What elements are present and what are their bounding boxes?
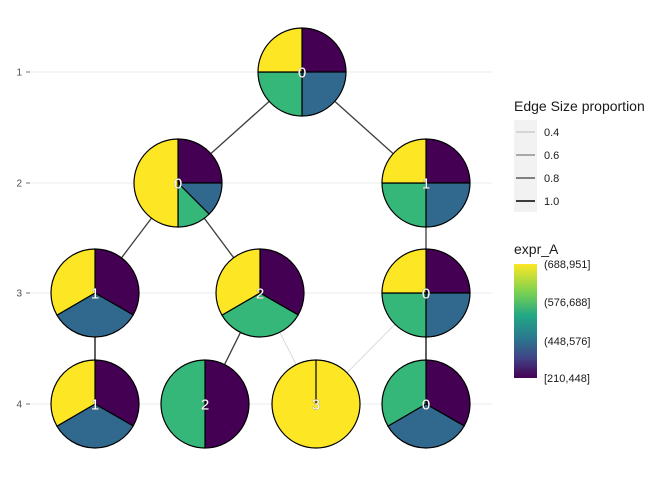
node-label: 1 (422, 176, 430, 193)
gridlines (30, 71, 492, 405)
node-label: 3 (312, 397, 320, 414)
pie-slice (204, 359, 250, 449)
y-tick-label: 4 (16, 400, 22, 411)
y-tick-label: 3 (16, 289, 22, 300)
y-axis: 1 2 3 4 (16, 68, 30, 411)
pie-slice (94, 359, 140, 427)
pie-slice (259, 248, 305, 316)
pie-node: 0 (381, 248, 471, 338)
node-label: 2 (201, 397, 209, 414)
node-label: 0 (298, 65, 306, 82)
pie-slice (381, 248, 427, 294)
pie-slice (50, 248, 96, 316)
pie-slice (56, 403, 134, 449)
edge-size-legend: Edge Size proportion 0.4 0.6 0.8 1.0 (514, 98, 645, 212)
node-label: 1 (91, 397, 99, 414)
pie-slice (381, 292, 427, 338)
pie-slice (221, 292, 299, 338)
pie-slice (301, 71, 347, 117)
fill-legend-label: (688,951] (544, 259, 590, 271)
pie-node: 0 (133, 138, 223, 228)
pie-slice (425, 248, 471, 294)
y-tick-label: 2 (16, 179, 22, 190)
fill-legend-label: (576,688] (544, 297, 590, 309)
pie-slice (160, 359, 206, 449)
pie-slice (381, 359, 427, 427)
pie-node: 1 (381, 138, 471, 228)
pie-slice (301, 27, 347, 73)
node-label: 1 (91, 286, 99, 303)
pie-node: 1 (50, 248, 140, 338)
pie-node: 1 (50, 359, 140, 449)
pie-slice (50, 359, 96, 427)
pie-slice (257, 27, 303, 73)
node-label: 2 (256, 286, 264, 303)
nodes: 0 0 1 1 2 0 1 2 3 0 (50, 27, 471, 449)
pie-node: 3 (271, 359, 361, 449)
pie-slice (425, 292, 471, 338)
edge-legend-label: 0.8 (544, 173, 559, 185)
pie-slice (133, 138, 179, 228)
pie-node: 2 (160, 359, 250, 449)
pie-node: 2 (215, 248, 305, 338)
pie-slice (177, 138, 223, 184)
y-tick-label: 1 (16, 68, 22, 79)
pie-slice (257, 71, 303, 117)
pie-slice (425, 182, 471, 228)
pie-node: 0 (257, 27, 347, 117)
pie-node: 0 (381, 359, 471, 449)
node-label: 0 (422, 286, 430, 303)
fill-legend: expr_A (688,951] (576,688] (448,576] [210,4… (514, 241, 590, 385)
edge-legend-label: 1.0 (544, 196, 559, 208)
pie-slice (56, 292, 134, 338)
node-label: 0 (422, 397, 430, 414)
pie-slice (387, 403, 465, 449)
edge-legend-label: 0.4 (544, 127, 559, 139)
pie-slice (381, 182, 427, 228)
fill-legend-title: expr_A (514, 241, 559, 257)
fill-legend-label: [210,448] (544, 373, 590, 385)
node-label: 0 (174, 176, 182, 193)
edge-legend-key-bg (514, 120, 537, 212)
pie-slice (381, 138, 427, 184)
pie-slice (215, 248, 261, 316)
pie-slice (425, 359, 471, 427)
pie-slice (94, 248, 140, 316)
edge-legend-label: 0.6 (544, 150, 559, 162)
fill-legend-label: (448,576] (544, 336, 590, 348)
colorbar (514, 264, 537, 378)
pie-slice (425, 138, 471, 184)
edges (94, 71, 427, 405)
edge-legend-title: Edge Size proportion (514, 98, 645, 114)
